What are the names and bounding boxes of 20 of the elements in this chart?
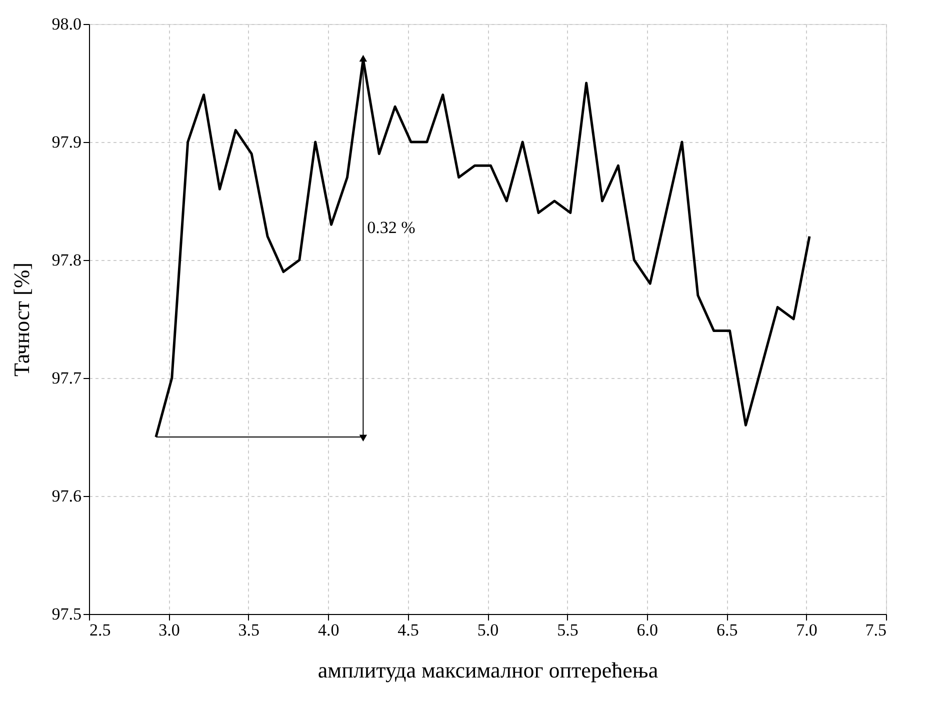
annotation: 0.32 % [367, 218, 416, 238]
x-tick-label: 5.0 [477, 620, 499, 640]
y-tick-label: 97.5 [52, 604, 82, 624]
y-tick-label: 97.6 [52, 486, 82, 506]
y-axis-title: Тачност [%] [8, 262, 34, 377]
x-tick-label: 5.5 [557, 620, 578, 640]
x-tick-label: 6.5 [716, 620, 738, 640]
y-tick-label: 97.7 [52, 368, 82, 388]
y-tick-label: 97.8 [52, 250, 82, 270]
y-tick-label: 98.0 [52, 14, 82, 34]
x-tick-label: 4.0 [318, 620, 340, 640]
x-tick-label: 2.5 [90, 620, 111, 640]
x-tick-label: 3.5 [238, 620, 260, 640]
x-tick-label: 7.5 [865, 620, 886, 640]
x-tick-label: 6.0 [636, 620, 658, 640]
x-axis-title: амплитуда максималног оптерећења [318, 658, 658, 682]
x-tick-label: 4.5 [398, 620, 419, 640]
y-tick-label: 97.9 [52, 132, 82, 152]
x-tick-label: 3.0 [158, 620, 180, 640]
x-tick-label: 7.0 [796, 620, 818, 640]
